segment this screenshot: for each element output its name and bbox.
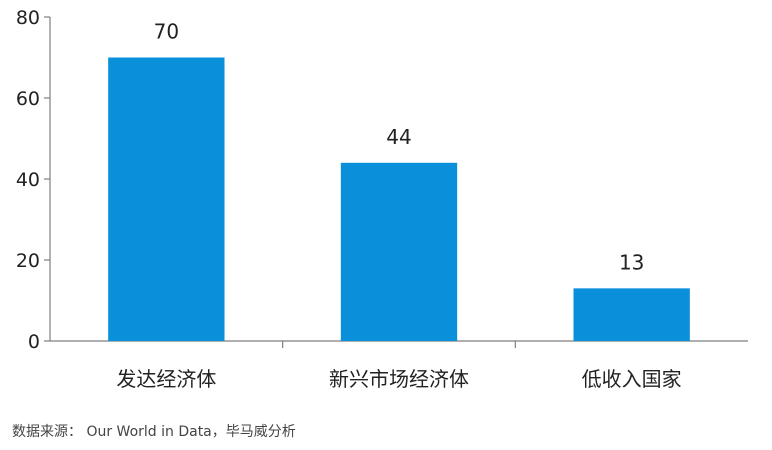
category-label: 低收入国家 [582, 367, 682, 391]
category-label: 新兴市场经济体 [329, 367, 469, 391]
y-axis: 0 20 40 60 80 [16, 7, 51, 353]
bar-chart: 0 20 40 60 80 发达经济体 新兴市场经济体 低收入国家 70 44 13 [16, 7, 748, 391]
bar-3 [573, 288, 690, 341]
source-note: 数据来源： Our World in Data，毕马威分析 [12, 424, 296, 440]
y-tick-label: 80 [16, 7, 40, 29]
data-label: 70 [154, 20, 179, 44]
data-label: 44 [386, 125, 411, 149]
y-tick-label: 60 [16, 88, 40, 110]
bar-2 [340, 162, 458, 341]
x-axis: 发达经济体 新兴市场经济体 低收入国家 [50, 340, 748, 391]
bars: 70 44 13 [108, 20, 690, 341]
bar-1 [108, 57, 225, 341]
y-tick-label: 0 [28, 331, 40, 353]
y-tick-label: 40 [16, 169, 40, 191]
y-tick-label: 20 [16, 250, 40, 272]
data-label: 13 [619, 250, 644, 274]
category-label: 发达经济体 [116, 367, 216, 391]
